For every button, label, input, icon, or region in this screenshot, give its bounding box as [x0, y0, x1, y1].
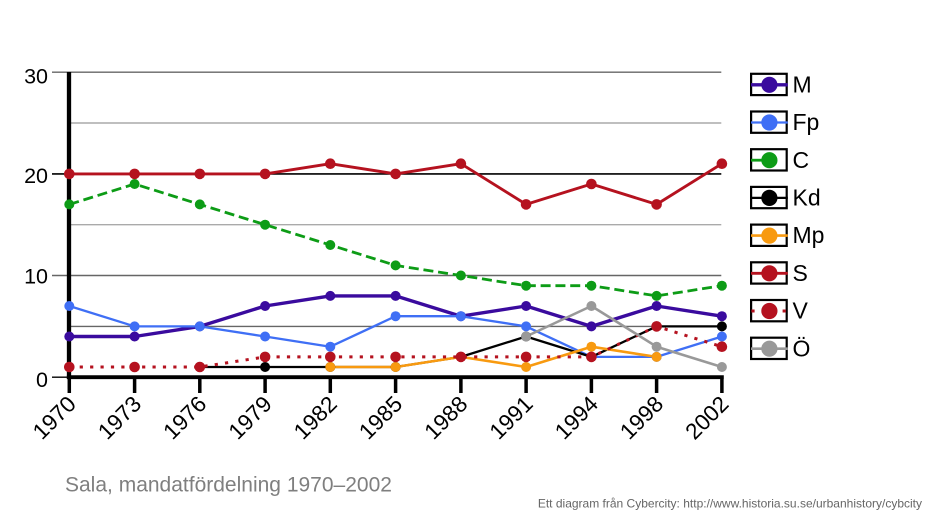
svg-text:0: 0	[36, 368, 48, 392]
svg-text:10: 10	[24, 265, 48, 289]
svg-text:V: V	[793, 298, 809, 324]
svg-text:Ett diagram från Cybercity: ht: Ett diagram från Cybercity: http://www.h…	[538, 497, 922, 511]
svg-text:30: 30	[24, 64, 48, 88]
svg-text:M: M	[793, 71, 812, 97]
svg-text:Ö: Ö	[793, 335, 811, 361]
svg-text:Mp: Mp	[793, 222, 825, 248]
svg-text:S: S	[793, 260, 808, 286]
svg-text:Kd: Kd	[793, 185, 821, 211]
svg-text:20: 20	[24, 164, 48, 188]
svg-text:Sala, mandatfördelning 1970–20: Sala, mandatfördelning 1970–2002	[65, 473, 392, 496]
svg-text:Fp: Fp	[793, 109, 820, 135]
svg-text:C: C	[793, 147, 810, 173]
